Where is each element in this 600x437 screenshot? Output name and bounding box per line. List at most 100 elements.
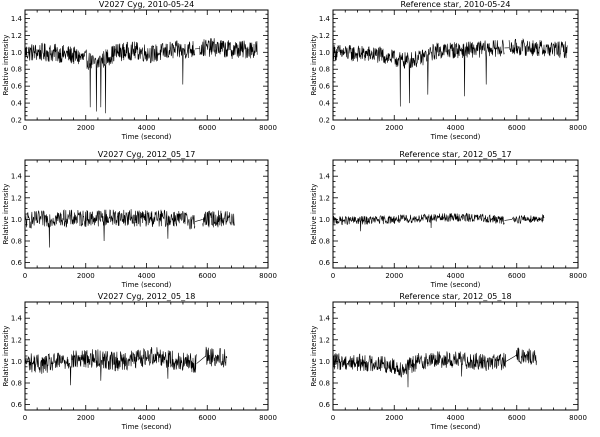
y-tick-label: 0.4 xyxy=(319,100,331,108)
light-curve-gap-connector xyxy=(505,355,516,362)
chart-panel-4: 0 2000 4000 6000 8000 0.6 0.8 1.0 1.2 1.4 Referenc… xyxy=(310,150,587,289)
light-curve-gap-connector xyxy=(196,355,206,364)
x-tick-label: 6000 xyxy=(508,272,526,280)
chart-title: V2027 Cyg, 2012_05_17 xyxy=(98,150,196,159)
y-tick-label: 0.6 xyxy=(11,259,23,267)
y-tick-label: 0.8 xyxy=(11,66,22,74)
plot-frame xyxy=(24,301,269,411)
y-tick-label: 1.0 xyxy=(319,49,330,57)
x-tick-label: 8000 xyxy=(569,414,587,422)
chart-title: Reference star, 2012_05_18 xyxy=(399,292,511,301)
light-curve-segment xyxy=(24,40,196,114)
y-tick-label: 1.2 xyxy=(319,32,330,40)
y-tick-label: 1.0 xyxy=(11,216,22,224)
chart-panel-1: 0 2000 4000 6000 8000 0.2 0.4 0.6 0.8 1.0 1.2 1.4 V2… xyxy=(2,0,277,141)
x-tick-label: 4000 xyxy=(138,414,156,422)
x-tick-label: 0 xyxy=(23,272,27,280)
x-tick-label: 2000 xyxy=(385,414,403,422)
y-axis-label: Relative intensity xyxy=(2,326,10,387)
y-tick-label: 1.2 xyxy=(319,336,330,344)
y-tick-label: 1.0 xyxy=(319,216,330,224)
x-tick-label: 6000 xyxy=(198,272,216,280)
y-tick-label: 1.0 xyxy=(11,358,22,366)
y-axis-label: Relative intensity xyxy=(310,35,318,96)
chart-title: Reference star, 2012_05_17 xyxy=(399,150,511,159)
y-axis-label: Relative intensity xyxy=(310,326,318,387)
y-tick-label: 1.4 xyxy=(319,173,331,181)
y-tick-label: 1.4 xyxy=(11,315,23,323)
light-curve-segment xyxy=(515,347,537,366)
x-tick-label: 8000 xyxy=(259,124,277,132)
light-curve-segment xyxy=(202,210,235,228)
light-curve-segment xyxy=(332,212,505,232)
x-tick-label: 0 xyxy=(23,124,27,132)
light-curve-gap-connector xyxy=(195,219,203,222)
y-tick-label: 0.8 xyxy=(319,380,330,388)
chart-panel-3: 0 2000 4000 6000 8000 0.6 0.8 1.0 1.2 1.4 V2027 Cy… xyxy=(2,150,277,289)
x-tick-label: 6000 xyxy=(198,124,216,132)
y-tick-label: 1.4 xyxy=(11,15,23,23)
y-tick-label: 0.8 xyxy=(11,238,22,246)
y-axis-label: Relative intensity xyxy=(2,35,10,96)
x-tick-label: 8000 xyxy=(569,124,587,132)
x-tick-label: 2000 xyxy=(77,272,95,280)
y-tick-label: 0.8 xyxy=(11,380,22,388)
x-tick-label: 8000 xyxy=(569,272,587,280)
y-tick-label: 1.2 xyxy=(11,194,22,202)
light-curve-gap-connector xyxy=(504,219,513,221)
plot-frame xyxy=(332,9,579,121)
x-axis-label: Time (second) xyxy=(430,133,481,141)
y-tick-label: 0.8 xyxy=(319,66,330,74)
x-tick-label: 4000 xyxy=(447,124,465,132)
x-tick-label: 4000 xyxy=(138,124,156,132)
y-tick-label: 0.6 xyxy=(11,401,23,409)
y-tick-label: 0.8 xyxy=(319,238,330,246)
x-axis-label: Time (second) xyxy=(430,423,481,431)
chart-panel-2: 0 2000 4000 6000 8000 0.2 0.4 0.6 0.8 1.0 1.2 1.4 Re… xyxy=(310,0,587,141)
chart-panel-5: 0 2000 4000 6000 8000 0.6 0.8 1.0 1.2 1.4 V2027 Cy… xyxy=(2,292,277,431)
chart-title: Reference star, 2010-05-24 xyxy=(401,0,511,9)
chart-title: V2027 Cyg, 2012_05_18 xyxy=(98,292,196,301)
y-tick-label: 0.6 xyxy=(319,83,331,91)
x-tick-label: 8000 xyxy=(259,272,277,280)
light-curve-segment xyxy=(332,351,506,388)
x-tick-label: 8000 xyxy=(259,414,277,422)
x-tick-label: 4000 xyxy=(138,272,156,280)
y-axis-label: Relative intensity xyxy=(2,184,10,245)
y-tick-label: 0.6 xyxy=(11,83,23,91)
x-tick-label: 0 xyxy=(331,414,335,422)
light-curve-segment xyxy=(332,39,505,107)
y-tick-label: 0.4 xyxy=(11,100,23,108)
light-curve-segment xyxy=(508,38,568,59)
x-tick-label: 4000 xyxy=(447,272,465,280)
x-tick-label: 2000 xyxy=(385,272,403,280)
light-curve-segment xyxy=(511,214,545,224)
x-tick-label: 2000 xyxy=(77,124,95,132)
y-tick-label: 1.4 xyxy=(319,15,331,23)
x-tick-label: 4000 xyxy=(447,414,465,422)
y-tick-label: 0.2 xyxy=(319,117,330,125)
y-tick-label: 0.6 xyxy=(319,259,331,267)
y-tick-label: 1.4 xyxy=(319,315,331,323)
y-tick-label: 1.2 xyxy=(11,336,22,344)
x-tick-label: 2000 xyxy=(77,414,95,422)
light-curve-segment xyxy=(199,38,258,60)
y-tick-label: 1.2 xyxy=(319,194,330,202)
x-axis-label: Time (second) xyxy=(121,281,172,289)
y-axis-label: Relative intensity xyxy=(310,184,318,245)
x-tick-label: 0 xyxy=(331,272,335,280)
y-tick-label: 0.2 xyxy=(11,117,22,125)
light-curve-segment xyxy=(24,347,197,386)
light-curve-segment xyxy=(205,346,228,368)
plot-frame xyxy=(24,9,269,121)
x-tick-label: 6000 xyxy=(198,414,216,422)
chart-title: V2027 Cyg, 2010-05-24 xyxy=(99,0,194,9)
x-tick-label: 0 xyxy=(331,124,335,132)
chart-panel-6: 0 2000 4000 6000 8000 0.6 0.8 1.0 1.2 1.4 Referenc… xyxy=(310,292,587,431)
x-axis-label: Time (second) xyxy=(121,423,172,431)
x-tick-label: 6000 xyxy=(508,124,526,132)
y-tick-label: 1.4 xyxy=(11,173,23,181)
y-tick-label: 0.6 xyxy=(319,401,331,409)
y-tick-label: 1.0 xyxy=(319,358,330,366)
